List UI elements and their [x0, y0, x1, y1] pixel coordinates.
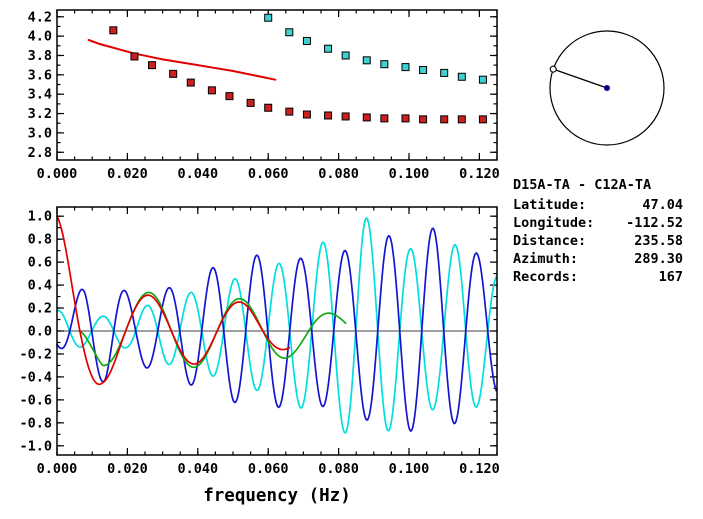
info-row-longitude: Longitude: -112.52: [513, 214, 683, 232]
azimuth-dial-circle: [549, 30, 665, 146]
info-row-records: Records: 167: [513, 268, 683, 286]
x-tick-label: 0.080: [318, 166, 359, 182]
records-label: Records:: [513, 269, 579, 285]
latitude-value: 47.04: [642, 197, 683, 213]
station-marker: [549, 65, 557, 73]
info-row-latitude: Latitude: 47.04: [513, 196, 683, 214]
x-tick-label: 0.040: [177, 166, 218, 182]
chart-waveforms-frame: [56, 206, 498, 456]
series-waveform-green: [80, 291, 347, 369]
y-tick-label: 0.0: [28, 324, 52, 340]
y-tick-label: 2.8: [28, 145, 52, 161]
y-tick-label: -0.2: [19, 346, 52, 362]
y-tick-label: 0.4: [28, 278, 52, 294]
azimuth-dial: [549, 30, 665, 146]
azimuth-label: Azimuth:: [513, 251, 579, 267]
y-tick-label: 1.0: [28, 209, 52, 225]
x-tick-label: 0.040: [177, 461, 218, 477]
x-tick-label: 0.020: [107, 166, 148, 182]
chart-waveforms: 0.000 0.020 0.040 0.060 0.080 0.100 0.120 1.0 0.…: [19, 206, 500, 506]
y-tick-label: 3.4: [28, 87, 52, 103]
azimuth-value: 289.30: [634, 251, 683, 267]
y-tick-label: 0.8: [28, 232, 52, 248]
series-waveform-red: [56, 215, 291, 386]
series-phase-velocity-curve: [87, 39, 277, 81]
x-tick-label: 0.100: [389, 166, 430, 182]
x-tick-label: 0.000: [37, 166, 78, 182]
series-dispersion-branch-cyan: [264, 13, 487, 84]
chart-dispersion-frame: [56, 9, 498, 161]
y-tick-label: 3.8: [28, 48, 52, 64]
longitude-value: -112.52: [626, 215, 683, 231]
series-waveform-blue: [56, 227, 498, 432]
y-tick-label: 3.0: [28, 125, 52, 141]
info-row-azimuth: Azimuth: 289.30: [513, 250, 683, 268]
chart-dispersion: 0.000 0.020 0.040 0.060 0.080 0.100 0.120 2.8 3.…: [28, 9, 500, 182]
records-value: 167: [658, 269, 683, 285]
y-tick-label: -1.0: [19, 438, 52, 454]
info-row-distance: Distance: 235.58: [513, 232, 683, 250]
station-pair: D15A-TA - C12A-TA: [513, 177, 652, 193]
longitude-label: Longitude:: [513, 215, 595, 231]
y-tick-label: -0.4: [19, 369, 52, 385]
info-panel: D15A-TA - C12A-TA Latitude: 47.04 Longit…: [513, 176, 683, 286]
series-waveform-cyan: [56, 217, 498, 434]
y-tick-label: 0.6: [28, 255, 52, 271]
series-dispersion-branch-red: [109, 26, 487, 124]
y-tick-label: 4.0: [28, 29, 52, 45]
y-tick-label: 4.2: [28, 9, 52, 25]
x-tick-label: 0.100: [389, 461, 430, 477]
y-tick-label: 0.2: [28, 301, 52, 317]
x-tick-label: 0.080: [318, 461, 359, 477]
x-tick-label: 0.060: [248, 166, 289, 182]
x-axis-label: frequency (Hz): [203, 486, 351, 506]
azimuth-pointer-line: [552, 68, 608, 89]
x-tick-label: 0.120: [459, 461, 500, 477]
x-tick-label: 0.020: [107, 461, 148, 477]
x-tick-label: 0.120: [459, 166, 500, 182]
distance-label: Distance:: [513, 233, 587, 249]
x-tick-label: 0.060: [248, 461, 289, 477]
y-tick-label: -0.8: [19, 415, 52, 431]
x-tick-label: 0.000: [37, 461, 78, 477]
chart-dispersion-ticks: [56, 10, 498, 160]
center-dot: [604, 85, 610, 91]
y-tick-label: 3.2: [28, 106, 52, 122]
latitude-label: Latitude:: [513, 197, 587, 213]
y-tick-label: -0.6: [19, 392, 52, 408]
y-tick-label: 3.6: [28, 67, 52, 83]
distance-value: 235.58: [634, 233, 683, 249]
